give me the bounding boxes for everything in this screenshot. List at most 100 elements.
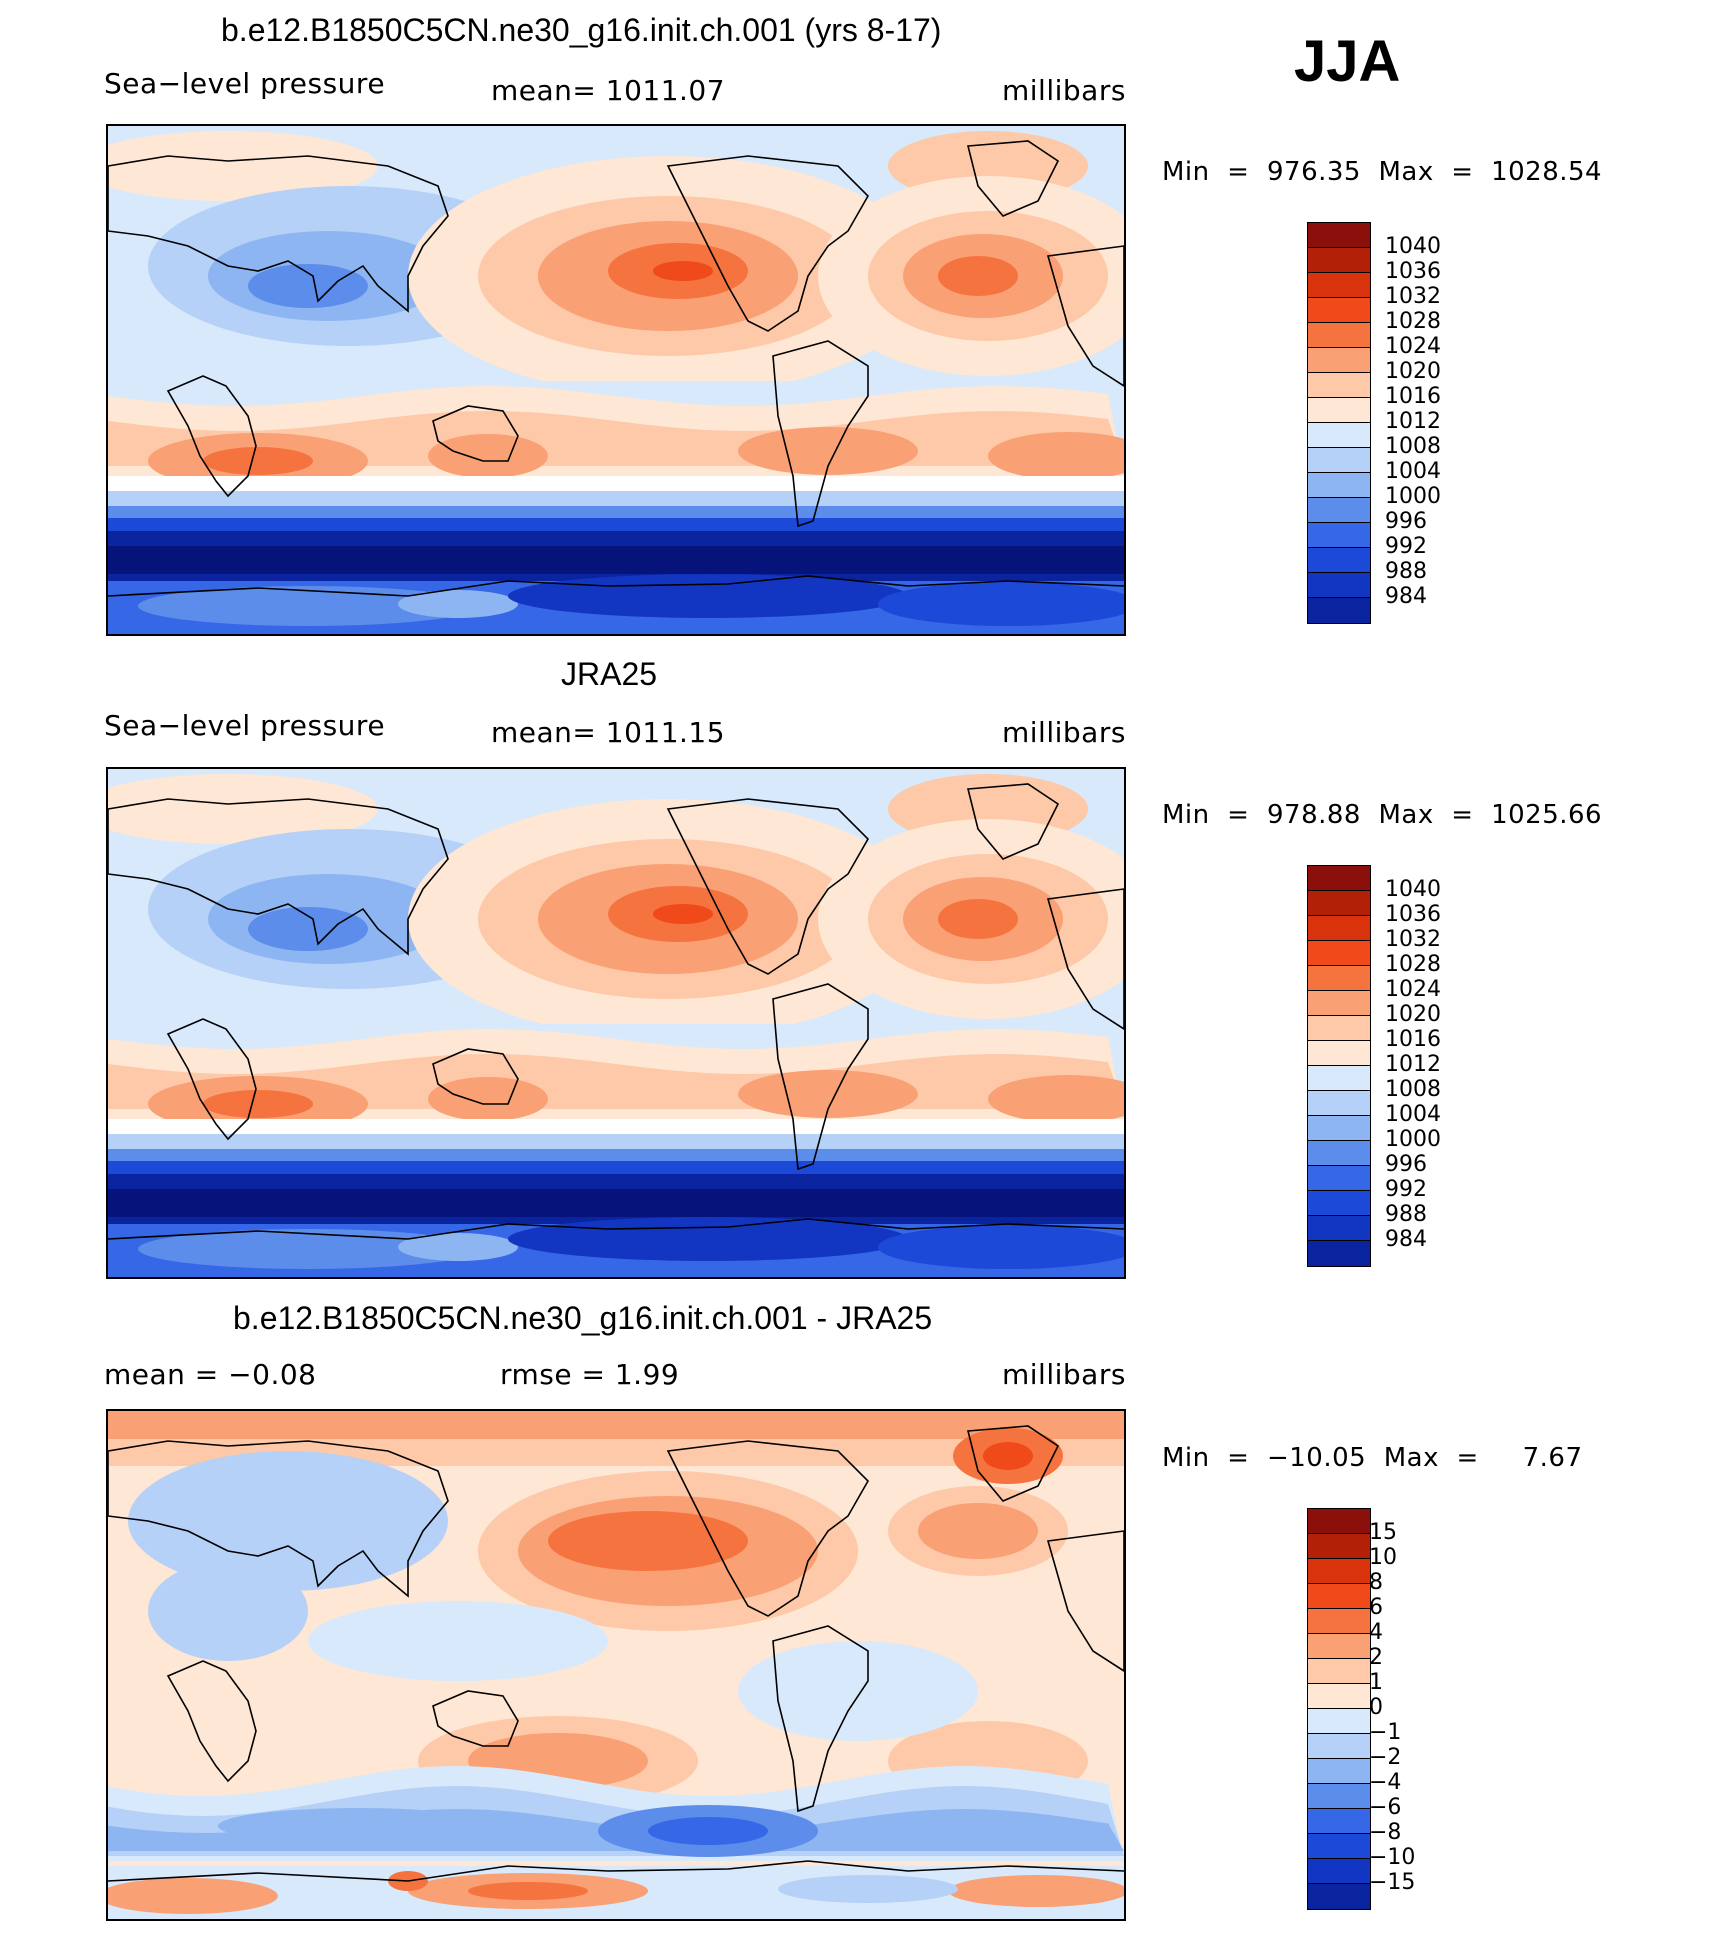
contour-region [398, 1233, 518, 1261]
colorbar-tick-label: 1032 [1385, 927, 1441, 952]
colorbar-swatch [1307, 272, 1371, 299]
colorbar-swatch [1307, 1758, 1371, 1785]
contour-region [468, 1882, 588, 1900]
colorbar-tick-label: 996 [1385, 509, 1427, 534]
contour-region [248, 907, 368, 951]
panel-title: b.e12.B1850C5CN.ne30_g16.init.ch.001 (yr… [221, 12, 942, 48]
colorbar-swatch [1307, 347, 1371, 374]
coastline [108, 155, 449, 313]
colorbar-tick-label: 992 [1385, 1177, 1427, 1202]
colorbar-swatch [1307, 222, 1371, 249]
colorbar-tick-label: −2 [1369, 1745, 1402, 1770]
colorbar-tick-label: 1012 [1385, 409, 1441, 434]
colorbar-swatch [1307, 1783, 1371, 1810]
colorbar-tick-label: 8 [1369, 1570, 1383, 1595]
colorbar-tick-label: 1036 [1385, 259, 1441, 284]
colorbar-swatch [1307, 297, 1371, 324]
colorbar-tick-label: 1000 [1385, 1127, 1441, 1152]
contour-region [308, 1601, 608, 1681]
contour-region [248, 264, 368, 308]
units-label: millibars [1002, 74, 1126, 107]
coastline [966, 1425, 1060, 1502]
contour-band [108, 546, 1124, 574]
colorbar-swatch [1307, 1015, 1371, 1042]
colorbar-tick-label: 1028 [1385, 952, 1441, 977]
contour-region [988, 432, 1124, 480]
colorbar-tick-label: 996 [1385, 1152, 1427, 1177]
colorbar-tick-label: 0 [1369, 1695, 1383, 1720]
colorbar-swatch [1307, 1115, 1371, 1142]
colorbar-tick-label: 1004 [1385, 459, 1441, 484]
colorbar-swatch [1307, 497, 1371, 524]
rmse-label: rmse = 1.99 [500, 1358, 680, 1391]
coastline [1046, 1530, 1124, 1672]
colorbar-swatch [1307, 965, 1371, 992]
contour-region [653, 904, 713, 924]
coastline [108, 1860, 1124, 1882]
coastline [1046, 888, 1124, 1030]
units-label: millibars [1002, 716, 1126, 749]
colorbar-swatch [1307, 915, 1371, 942]
colorbar-tick-label: 1004 [1385, 1102, 1441, 1127]
contour-region [878, 1225, 1124, 1269]
colorbar-swatch [1307, 1558, 1371, 1585]
colorbar-swatch [1307, 372, 1371, 399]
contour-region [218, 1808, 498, 1844]
contour-band [108, 1189, 1124, 1217]
coastline [966, 783, 1060, 860]
contour-region [983, 1442, 1033, 1470]
units-label: millibars [1002, 1358, 1126, 1391]
difference-map [108, 1411, 1124, 1919]
contour-region [508, 574, 908, 618]
contour-band [108, 1134, 1124, 1152]
colorbar-tick-label: 1028 [1385, 309, 1441, 334]
colorbar-swatch [1307, 1090, 1371, 1117]
coastline [166, 1018, 257, 1141]
colorbar-swatch [1307, 1658, 1371, 1685]
contour-region [428, 434, 548, 478]
colorbar-tick-label: −15 [1369, 1870, 1416, 1895]
contour-region [108, 131, 378, 201]
colorbar-swatch [1307, 447, 1371, 474]
colorbar-swatch [1307, 990, 1371, 1017]
colorbar-tick-label: 1032 [1385, 284, 1441, 309]
contour-band [108, 1411, 1124, 1439]
colorbar-swatch [1307, 1165, 1371, 1192]
panel-title: b.e12.B1850C5CN.ne30_g16.init.ch.001 - J… [233, 1300, 933, 1336]
colorbar-tick-label: 15 [1369, 1520, 1397, 1545]
contour-region [398, 590, 518, 618]
sea-level-pressure-map [108, 126, 1124, 634]
contour-region [653, 261, 713, 281]
contour-band [108, 491, 1124, 509]
colorbar-swatch [1307, 1215, 1371, 1242]
colorbar-swatch [1307, 1533, 1371, 1560]
contour-band [108, 1149, 1124, 1164]
colorbar-tick-label: 1000 [1385, 484, 1441, 509]
colorbar-swatch [1307, 1583, 1371, 1610]
coastline [966, 140, 1060, 217]
colorbar-swatch [1307, 1858, 1371, 1885]
colorbar-tick-label: −6 [1369, 1795, 1402, 1820]
colorbar-tick-label: 1020 [1385, 1002, 1441, 1027]
contour-region [428, 1077, 548, 1121]
panel-title: JRA25 [561, 656, 658, 692]
colorbar-tick-label: 1040 [1385, 234, 1441, 259]
colorbar-tick-label: 1036 [1385, 902, 1441, 927]
colorbar-swatch [1307, 1508, 1371, 1535]
colorbar-swatch [1307, 247, 1371, 274]
colorbar-tick-label: −1 [1369, 1720, 1402, 1745]
colorbar-swatch [1307, 597, 1371, 624]
colorbar-swatch [1307, 1240, 1371, 1267]
colorbar-swatch [1307, 522, 1371, 549]
coastline [772, 983, 869, 1171]
coastline [666, 155, 869, 332]
colorbar-tick-label: 1020 [1385, 359, 1441, 384]
colorbar-tick-label: 1040 [1385, 877, 1441, 902]
min-max-label: Min = 976.35 Max = 1028.54 [1162, 157, 1603, 187]
contour-region [203, 1090, 313, 1118]
contour-region [548, 1511, 748, 1571]
coastline [166, 1660, 257, 1783]
colorbar-swatch [1307, 1608, 1371, 1635]
contour-region [778, 1875, 958, 1903]
coastline [772, 1625, 869, 1813]
